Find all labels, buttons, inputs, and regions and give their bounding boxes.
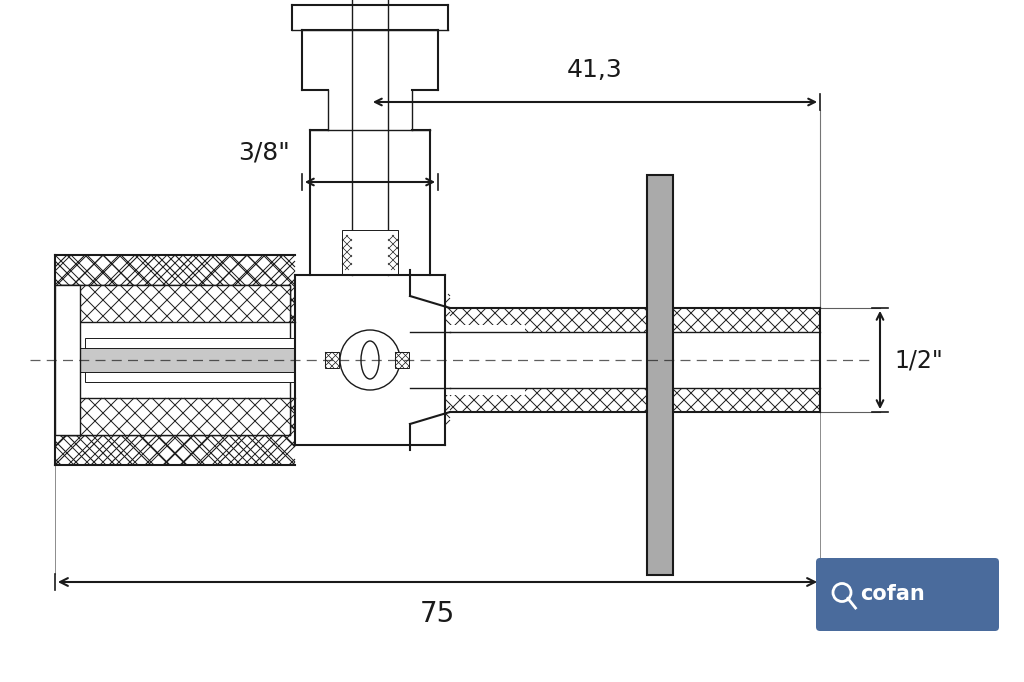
Bar [342, 230, 398, 275]
Bar [55, 255, 295, 465]
Bar [295, 395, 445, 445]
Bar [325, 352, 339, 368]
Bar [55, 255, 295, 465]
Bar [410, 294, 450, 332]
Bar [450, 332, 820, 388]
Bar [388, 235, 398, 270]
Bar [55, 398, 295, 465]
Bar [55, 322, 295, 398]
Bar [395, 352, 409, 368]
Bar [342, 235, 352, 270]
Bar [60, 285, 290, 322]
Bar [60, 398, 290, 435]
Bar [395, 352, 409, 368]
Bar [302, 30, 438, 90]
Bar [310, 130, 328, 275]
Bar [302, 30, 438, 90]
Bar [60, 285, 290, 435]
Bar [295, 275, 445, 325]
Text: 75: 75 [420, 600, 455, 628]
Bar [302, 30, 438, 90]
Bar [328, 90, 412, 130]
Bar [342, 235, 352, 270]
Bar [55, 285, 80, 435]
Bar [395, 352, 409, 368]
Bar [55, 255, 295, 465]
Bar [310, 130, 328, 275]
Bar [55, 322, 295, 398]
Bar [450, 388, 820, 412]
Bar [60, 398, 290, 435]
Bar [60, 285, 290, 322]
Bar [60, 285, 290, 435]
Bar [412, 130, 430, 275]
Bar [55, 398, 295, 465]
Bar [295, 395, 445, 445]
Text: 41,3: 41,3 [567, 58, 623, 82]
Bar [55, 348, 295, 372]
Bar [325, 352, 339, 368]
Bar [388, 235, 398, 270]
Bar [647, 175, 673, 575]
Bar [450, 308, 820, 332]
Bar [450, 308, 820, 332]
Bar [450, 388, 820, 412]
Bar [410, 294, 450, 332]
Bar [292, 5, 449, 30]
Text: 1/2": 1/2" [894, 348, 943, 372]
Bar [85, 338, 295, 382]
Bar [410, 388, 450, 426]
Text: 3/8": 3/8" [239, 140, 290, 164]
Bar [412, 130, 430, 275]
Bar [295, 325, 525, 395]
Bar [325, 352, 339, 368]
Bar [410, 388, 450, 426]
Text: cofan: cofan [860, 584, 925, 604]
Bar [55, 255, 295, 322]
Bar [295, 275, 445, 325]
Bar [55, 255, 295, 322]
FancyBboxPatch shape [816, 558, 999, 631]
Bar [310, 130, 430, 275]
Circle shape [340, 330, 400, 390]
Bar [77, 312, 273, 408]
Bar [295, 275, 445, 445]
